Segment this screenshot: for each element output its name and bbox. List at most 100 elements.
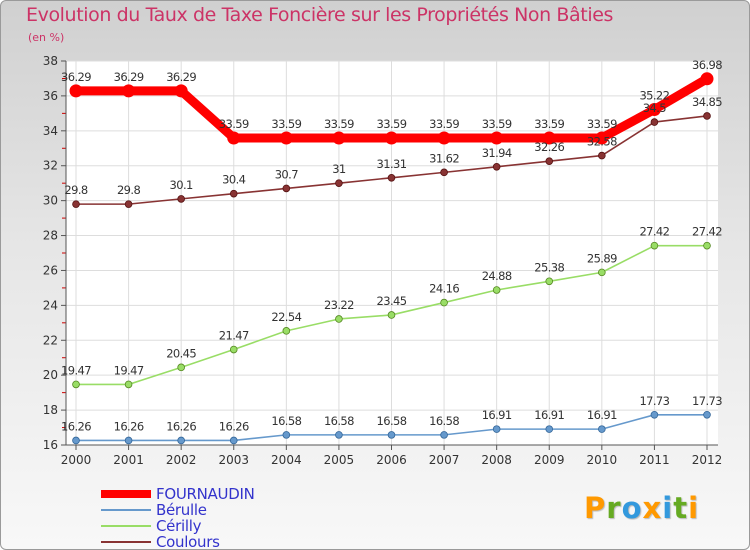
data-point <box>545 277 554 286</box>
data-label: 33.59 <box>482 117 512 131</box>
series-bérulle <box>72 411 711 445</box>
data-point <box>174 84 188 98</box>
legend-label: Bérulle <box>156 501 207 519</box>
x-tick-label: 2007 <box>429 453 460 467</box>
data-label: 33.59 <box>587 117 617 131</box>
data-label: 33.59 <box>377 117 407 131</box>
y-tick-label: 22 <box>43 333 58 347</box>
x-tick-label: 2000 <box>61 453 92 467</box>
y-tick-label: 16 <box>43 438 58 452</box>
data-label: 25.89 <box>587 251 617 265</box>
series-coulours <box>72 112 711 208</box>
data-point <box>598 268 606 277</box>
data-label: 29.8 <box>64 183 87 197</box>
data-label: 32.26 <box>534 140 564 154</box>
data-label: 36.29 <box>61 70 91 84</box>
y-tick-label: 20 <box>43 368 58 382</box>
data-point <box>282 431 291 439</box>
data-point <box>69 84 83 98</box>
data-point <box>700 72 714 86</box>
data-point <box>124 380 133 389</box>
data-point <box>703 411 711 419</box>
x-tick-label: 2011 <box>639 453 670 467</box>
data-point <box>335 431 343 439</box>
data-point <box>545 425 554 433</box>
logo-letter: r <box>606 491 622 525</box>
data-label: 31.31 <box>377 157 407 171</box>
data-label: 16.91 <box>482 408 512 422</box>
legend-item-fournaudin: FOURNAUDIN <box>101 485 255 503</box>
data-label: 34.85 <box>692 95 722 109</box>
data-label: 24.88 <box>482 269 512 283</box>
x-tick-label: 2006 <box>376 453 407 467</box>
data-label: 21.47 <box>219 329 249 343</box>
legend-label: FOURNAUDIN <box>156 485 255 503</box>
data-label: 24.16 <box>429 282 459 296</box>
x-tick-label: 2005 <box>324 453 355 467</box>
data-label: 16.26 <box>166 419 196 433</box>
data-label: 33.59 <box>324 117 354 131</box>
data-label: 31 <box>332 162 346 176</box>
data-label: 22.54 <box>271 310 301 324</box>
logo-letter: x <box>642 491 663 525</box>
data-point <box>437 131 451 145</box>
data-point <box>335 179 343 187</box>
y-tick-label: 28 <box>43 229 58 243</box>
data-point <box>177 195 185 203</box>
x-tick-label: 2003 <box>218 453 249 467</box>
data-label: 36.98 <box>692 58 722 72</box>
data-point <box>385 131 398 145</box>
data-point <box>703 112 711 120</box>
data-label: 16.26 <box>114 419 144 433</box>
data-label: 19.47 <box>114 363 144 377</box>
data-point <box>440 298 448 307</box>
data-point <box>124 436 133 445</box>
data-point <box>177 363 185 372</box>
data-point <box>177 436 185 445</box>
data-point <box>542 131 556 145</box>
data-point <box>227 131 241 145</box>
legend-item-cérilly: Cérilly <box>101 517 255 535</box>
data-label: 16.58 <box>377 414 407 428</box>
data-label: 16.26 <box>61 419 91 433</box>
data-point <box>598 425 606 433</box>
chart-title: Evolution du Taux de Taxe Foncière sur l… <box>26 4 614 26</box>
data-label: 23.22 <box>324 298 354 312</box>
data-point <box>647 103 661 117</box>
data-point <box>440 431 448 439</box>
data-label: 35.22 <box>639 89 669 103</box>
data-label: 17.73 <box>692 394 722 408</box>
data-point <box>387 431 396 439</box>
legend-label: Cérilly <box>156 517 202 535</box>
legend-swatch <box>101 541 151 543</box>
y-tick-label: 30 <box>43 194 58 208</box>
legend-swatch <box>101 490 151 498</box>
y-axis-unit: (en %) <box>28 31 65 44</box>
data-point <box>492 425 501 433</box>
legend-swatch <box>101 509 151 511</box>
data-label: 23.45 <box>377 294 407 308</box>
data-label: 33.59 <box>219 117 249 131</box>
grid-lines <box>66 60 718 446</box>
data-label: 34.5 <box>643 101 666 115</box>
legend-item-coulours: Coulours <box>101 533 255 549</box>
data-label: 16.91 <box>587 408 617 422</box>
chart-axes: 16 18 20 22 24 26 28 30 32 34 36 38 2000 2001 2002 2003… <box>43 54 723 467</box>
data-label: 30.4 <box>222 173 245 187</box>
data-point <box>490 131 504 145</box>
data-point <box>492 162 501 171</box>
proxiti-logo: Proxiti <box>584 491 699 525</box>
y-tick-label: 36 <box>43 89 58 103</box>
data-label: 16.26 <box>219 419 249 433</box>
x-tick-label: 2004 <box>271 453 302 467</box>
data-label: 27.42 <box>639 225 669 239</box>
y-tick-label: 34 <box>43 124 58 138</box>
data-label: 31.62 <box>429 151 459 165</box>
logo-letter: o <box>621 491 643 525</box>
data-point <box>650 118 659 126</box>
data-point <box>598 151 606 160</box>
data-label: 17.73 <box>639 394 669 408</box>
data-label: 31.94 <box>482 146 512 160</box>
legend-item-bérulle: Bérulle <box>101 501 255 519</box>
